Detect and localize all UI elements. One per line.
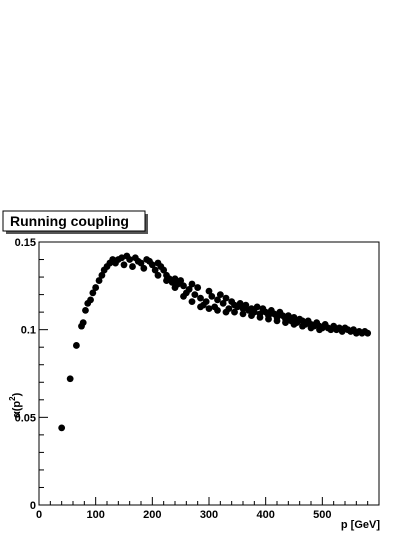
data-point xyxy=(197,303,204,311)
y-tick-label: 0 xyxy=(30,500,36,512)
data-point xyxy=(188,298,196,306)
x-tick-label: 0 xyxy=(36,509,42,521)
data-point xyxy=(92,284,100,291)
data-points xyxy=(58,252,372,432)
data-point xyxy=(95,277,103,284)
x-tick-label: 300 xyxy=(200,509,218,521)
data-point xyxy=(208,292,216,300)
data-point xyxy=(231,308,238,316)
data-point xyxy=(160,266,168,274)
data-point xyxy=(79,319,87,327)
data-point xyxy=(180,282,187,290)
data-point xyxy=(364,329,372,337)
data-point xyxy=(120,261,128,269)
x-tick-label: 400 xyxy=(256,509,274,521)
data-point xyxy=(214,296,221,304)
data-point xyxy=(191,291,199,298)
data-point xyxy=(89,289,97,297)
data-point xyxy=(205,287,213,295)
data-point xyxy=(177,277,185,284)
data-point xyxy=(151,266,159,274)
x-tick-label: 200 xyxy=(143,509,161,521)
data-point xyxy=(239,310,247,318)
data-point xyxy=(163,277,170,284)
plot-frame xyxy=(38,241,380,506)
y-axis-title: α(p2) xyxy=(8,392,23,418)
data-point xyxy=(87,296,94,304)
data-point xyxy=(299,322,306,330)
data-point xyxy=(236,299,244,307)
data-point xyxy=(118,254,126,262)
data-point xyxy=(137,259,145,267)
title-box: Running coupling xyxy=(2,210,148,234)
data-point xyxy=(307,324,315,332)
data-point xyxy=(66,375,74,383)
data-point xyxy=(222,308,230,316)
x-axis-title: p [GeV] xyxy=(341,519,380,531)
data-point xyxy=(253,303,261,311)
data-point xyxy=(242,301,250,309)
data-point xyxy=(265,315,272,323)
data-point xyxy=(126,256,134,263)
y-tick-label: 0.1 xyxy=(21,325,36,337)
data-point xyxy=(154,259,162,267)
data-point xyxy=(180,292,187,300)
data-point xyxy=(205,305,213,313)
data-point xyxy=(185,285,193,293)
data-point xyxy=(129,263,136,270)
data-point xyxy=(154,271,162,279)
y-tick-label: 0.15 xyxy=(15,237,36,249)
data-point xyxy=(194,284,202,291)
data-point xyxy=(290,313,298,321)
data-point xyxy=(219,299,227,307)
data-point xyxy=(216,291,224,298)
x-tick-label: 100 xyxy=(86,509,104,521)
x-axis: 0 100 200 300 400 500 xyxy=(36,497,380,521)
y-tick-label: 0.05 xyxy=(15,412,36,424)
data-point xyxy=(222,294,230,302)
data-point xyxy=(98,271,106,279)
data-point xyxy=(73,342,80,349)
data-point xyxy=(290,321,298,328)
data-point xyxy=(58,424,66,432)
y-axis: 0 0.05 0.1 0.15 xyxy=(15,237,48,512)
data-point xyxy=(148,261,156,269)
data-point xyxy=(248,312,255,320)
data-point xyxy=(197,294,204,302)
data-point xyxy=(214,306,221,314)
x-tick-label: 500 xyxy=(313,509,331,521)
data-point xyxy=(82,306,89,314)
data-point xyxy=(284,312,292,320)
data-point xyxy=(256,313,264,321)
data-point xyxy=(282,319,289,327)
data-point xyxy=(273,317,281,325)
data-point xyxy=(140,264,148,272)
data-point xyxy=(171,275,179,283)
data-point xyxy=(202,298,210,306)
data-point xyxy=(188,280,196,288)
data-point xyxy=(316,326,323,334)
chart-title: Running coupling xyxy=(10,213,129,229)
